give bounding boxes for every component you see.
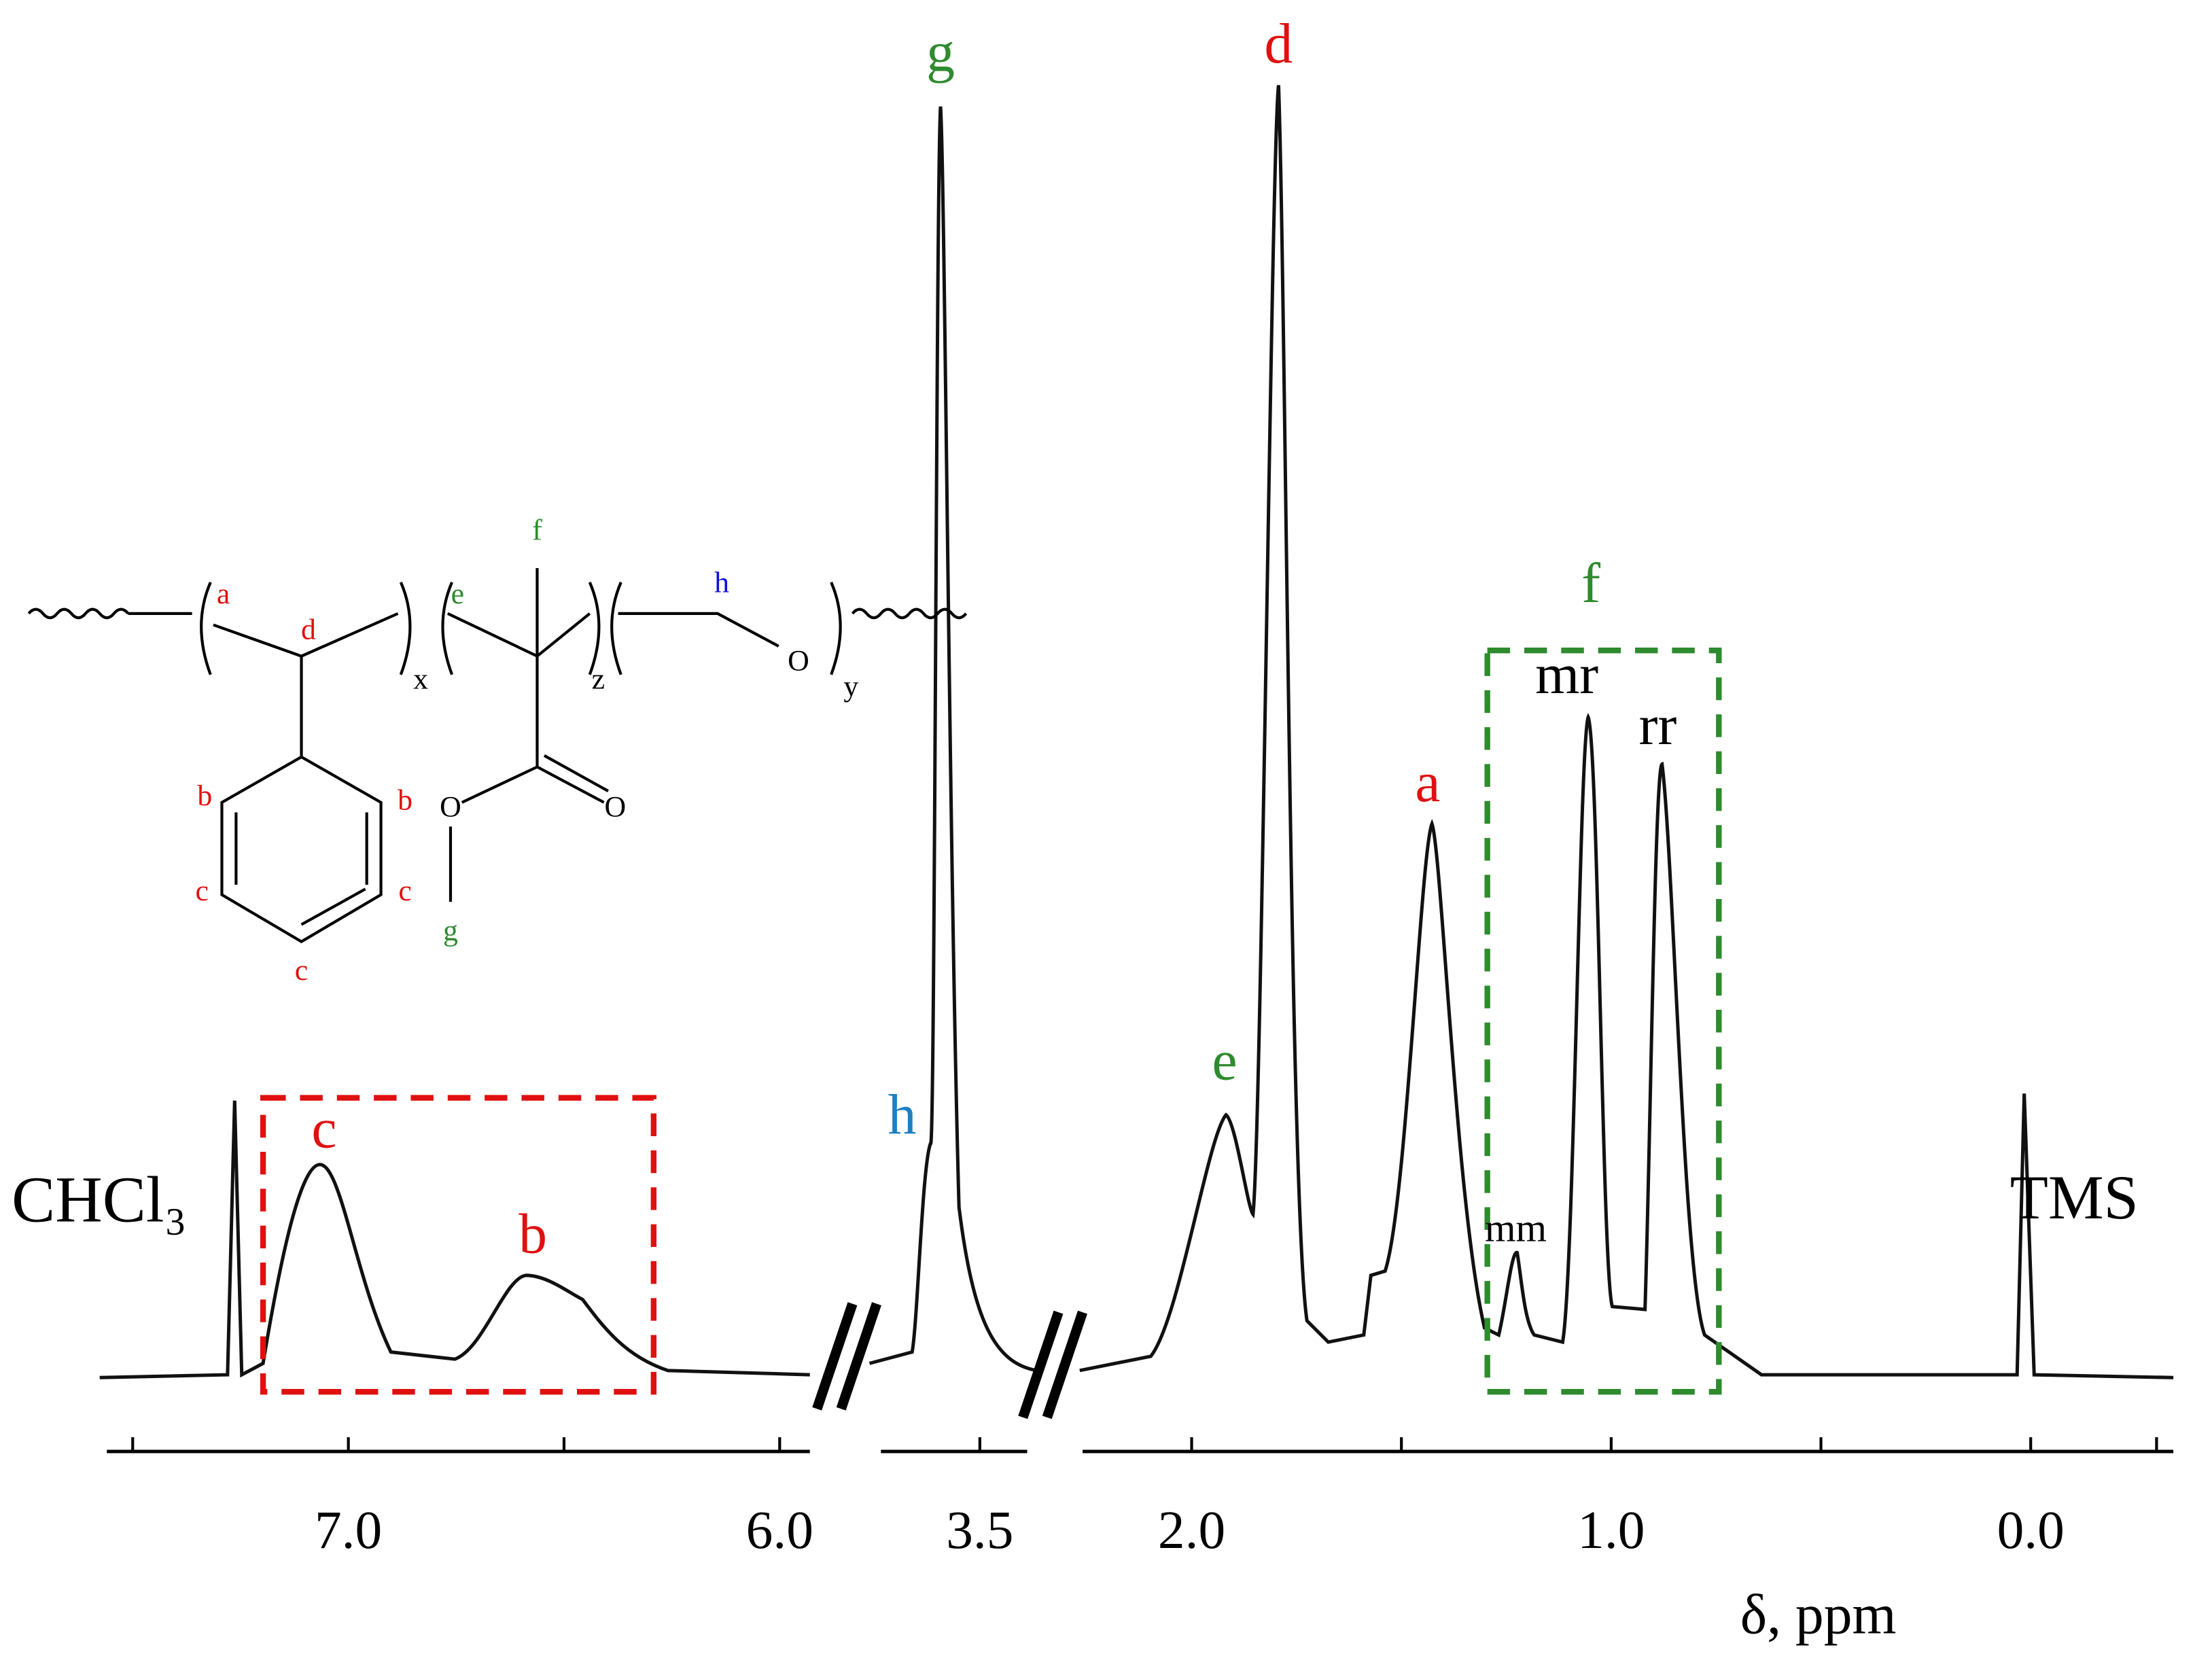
- x-axis-label: δ, ppm: [1740, 1583, 1897, 1646]
- spectrum-segment: [99, 1100, 810, 1379]
- structure-label: c: [398, 875, 411, 907]
- structure-label: z: [592, 663, 605, 696]
- structure-label: b: [398, 783, 412, 816]
- peak-labels: g d f mr rr a mm e h c b CHCl₃ TMS: [12, 13, 2139, 1265]
- structure-label: h: [714, 567, 729, 599]
- spectrum-segment: [1079, 85, 2174, 1379]
- peak-label: TMS: [2010, 1163, 2139, 1232]
- peak-label: b: [519, 1203, 547, 1265]
- peak-label: e: [1212, 1029, 1237, 1092]
- structure-label: b: [197, 779, 212, 812]
- break-mark: [836, 1302, 881, 1411]
- x-tick-label: 0.0: [1997, 1500, 2065, 1560]
- bond: [128, 567, 779, 902]
- highlight-box: [1484, 648, 1722, 1395]
- wavy-bond: [27, 607, 130, 620]
- structure-label: c: [295, 954, 308, 987]
- peak-label: h: [888, 1084, 917, 1146]
- structure-label: y: [843, 670, 858, 703]
- wavy-bond: [851, 607, 968, 620]
- peak-label: d: [1265, 13, 1293, 75]
- break-mark: [1018, 1310, 1064, 1420]
- peak-label: g: [926, 21, 955, 84]
- peak-label: a: [1415, 752, 1440, 814]
- structure-label: g: [443, 915, 458, 947]
- break-mark: [1042, 1310, 1087, 1420]
- spectrum-segment: [868, 106, 1038, 1373]
- x-tick-label: 1.0: [1577, 1500, 1645, 1560]
- peak-label: c: [311, 1098, 336, 1161]
- x-tick-label: 3.5: [946, 1500, 1013, 1560]
- break-mark: [812, 1302, 858, 1411]
- structure-label: e: [451, 578, 464, 610]
- structure-label: O: [788, 644, 809, 677]
- bracket: [200, 582, 842, 675]
- structure-label: O: [440, 791, 461, 824]
- x-tick-label: 7.0: [315, 1500, 382, 1560]
- peak-label: mm: [1485, 1206, 1547, 1250]
- structure-label: d: [301, 613, 316, 646]
- structure-bonds: [27, 567, 968, 944]
- peak-label: CHCl₃: [12, 1163, 187, 1235]
- structure-label: f: [532, 514, 542, 546]
- peak-label: mr: [1535, 644, 1598, 706]
- structure-label: a: [217, 578, 230, 610]
- axis-break-marks: [812, 1302, 1087, 1420]
- x-tick-label: 6.0: [746, 1500, 813, 1560]
- x-axis: 7.0 6.0 3.5 2.0 1.0 0.0: [107, 1437, 2174, 1560]
- spectrum-trace: [99, 85, 2174, 1379]
- peak-label: rr: [1639, 694, 1677, 757]
- highlight-box: [260, 1095, 657, 1395]
- structure-label: c: [195, 875, 208, 907]
- structure-labels: a d e f h O x z y b b c c c O O g: [195, 514, 858, 987]
- structure-label: x: [413, 663, 428, 696]
- structure-label: O: [605, 791, 627, 824]
- peak-label: f: [1581, 552, 1600, 615]
- benzene-ring: [220, 755, 383, 944]
- x-tick-label: 2.0: [1158, 1500, 1225, 1560]
